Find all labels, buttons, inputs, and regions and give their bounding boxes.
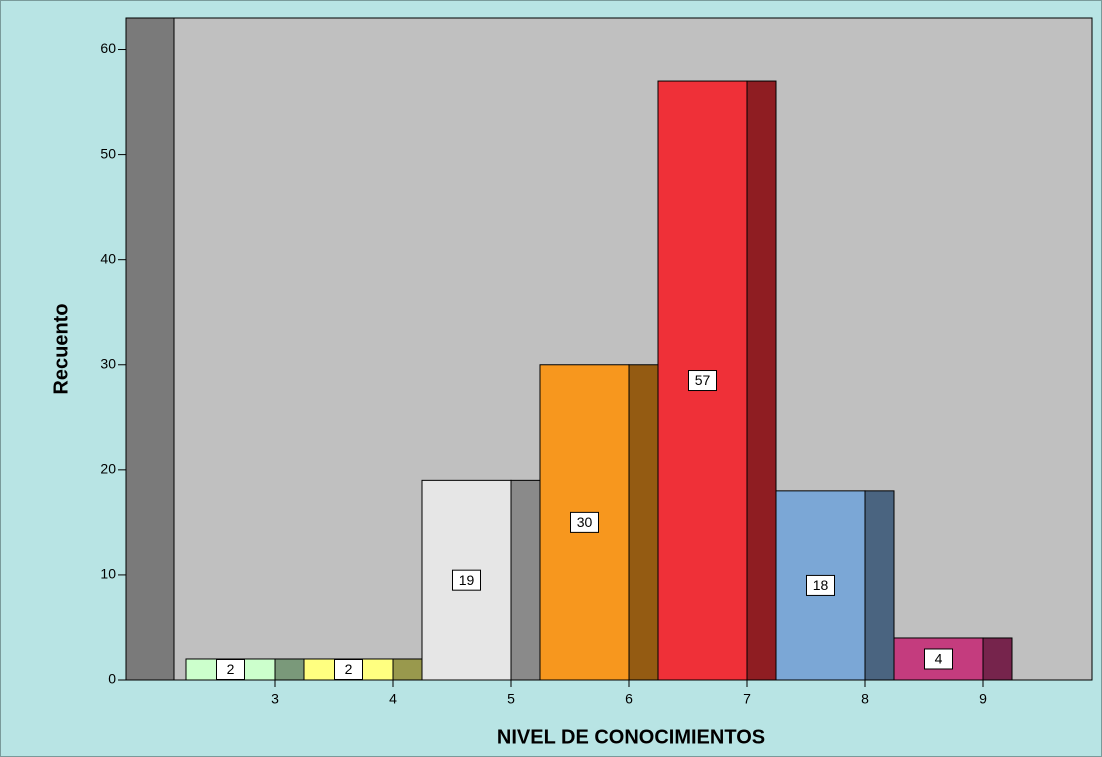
side-wall xyxy=(125,17,175,681)
data-label: 19 xyxy=(459,572,475,588)
data-label: 4 xyxy=(935,651,943,667)
x-axis-title: NIVEL DE CONOCIMIENTOS xyxy=(497,726,765,748)
bar-side xyxy=(864,490,895,681)
bar-side xyxy=(510,479,541,681)
x-tick-label: 5 xyxy=(507,691,515,707)
y-tick-label: 10 xyxy=(100,566,116,582)
x-tick-label: 6 xyxy=(625,691,633,707)
x-tick-label: 7 xyxy=(743,691,751,707)
y-tick-label: 50 xyxy=(100,145,116,161)
data-label-box xyxy=(216,658,245,680)
bar-side xyxy=(982,637,1013,681)
data-label-box xyxy=(688,370,717,392)
bar-side xyxy=(274,658,305,681)
data-label-box xyxy=(806,574,835,596)
data-label-box xyxy=(334,658,363,680)
data-label: 2 xyxy=(227,661,235,677)
data-label: 18 xyxy=(813,577,829,593)
data-label: 2 xyxy=(345,661,353,677)
bar-side xyxy=(746,80,777,681)
x-tick-label: 9 xyxy=(979,691,987,707)
y-axis-title: Recuento xyxy=(50,303,72,394)
x-tick-label: 3 xyxy=(271,691,279,707)
bar-side xyxy=(392,658,423,681)
y-tick-label: 0 xyxy=(108,671,116,687)
x-tick-label: 4 xyxy=(389,691,397,707)
y-tick-label: 20 xyxy=(100,461,116,477)
data-label: 30 xyxy=(577,514,593,530)
x-tick-label: 8 xyxy=(861,691,869,707)
y-tick-label: 30 xyxy=(100,355,116,371)
data-label-box xyxy=(924,648,953,670)
y-tick-label: 40 xyxy=(100,250,116,266)
y-tick-label: 60 xyxy=(100,40,116,56)
bar-side xyxy=(628,364,659,681)
data-label-box xyxy=(452,569,481,591)
data-label: 57 xyxy=(695,372,711,388)
data-label-box xyxy=(570,511,599,533)
